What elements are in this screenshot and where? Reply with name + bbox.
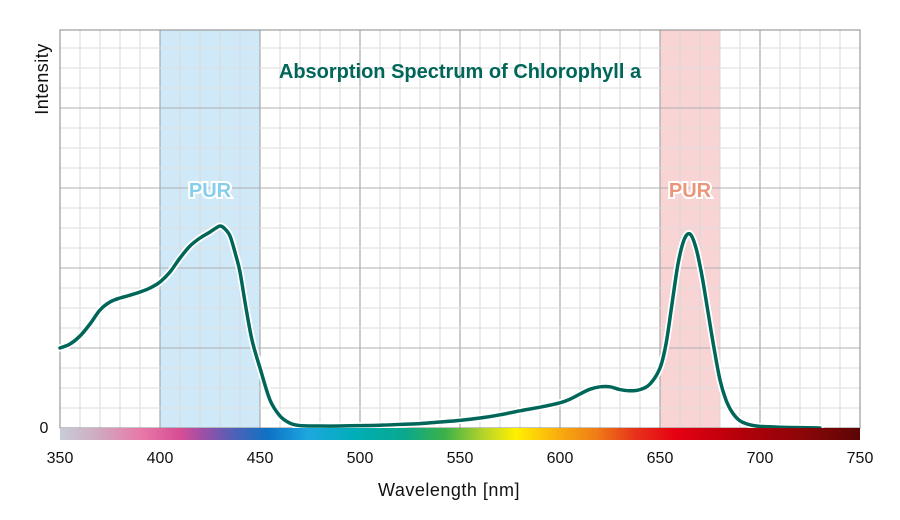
series-layer: [56, 222, 824, 432]
pur-label: PUR: [189, 180, 232, 202]
grid-layer: [60, 30, 860, 428]
x-tick-label: 650: [647, 450, 674, 467]
pur-label: PUR: [669, 180, 712, 202]
pur-band-2: [659, 29, 721, 429]
tick-layer: 350 400 450 500 550 600 650 700 750 0: [40, 420, 874, 467]
x-tick-label: 500: [347, 450, 374, 467]
x-tick-label: 700: [747, 450, 774, 467]
x-tick-label: 450: [247, 450, 274, 467]
absorption-line: [58, 224, 822, 430]
y-axis-label: Intensity: [32, 43, 52, 115]
bands-layer: [159, 29, 721, 429]
x-axis-label: Wavelength [nm]: [378, 480, 520, 500]
x-tick-label: 400: [147, 450, 174, 467]
x-tick-label: 600: [547, 450, 574, 467]
y-tick-label: 0: [40, 420, 49, 437]
spectrum-bar: [60, 428, 860, 440]
chart-title: Absorption Spectrum of Chlorophyll a: [279, 61, 642, 83]
x-tick-label: 750: [847, 450, 874, 467]
x-tick-label: 350: [47, 450, 74, 467]
x-tick-label: 550: [447, 450, 474, 467]
